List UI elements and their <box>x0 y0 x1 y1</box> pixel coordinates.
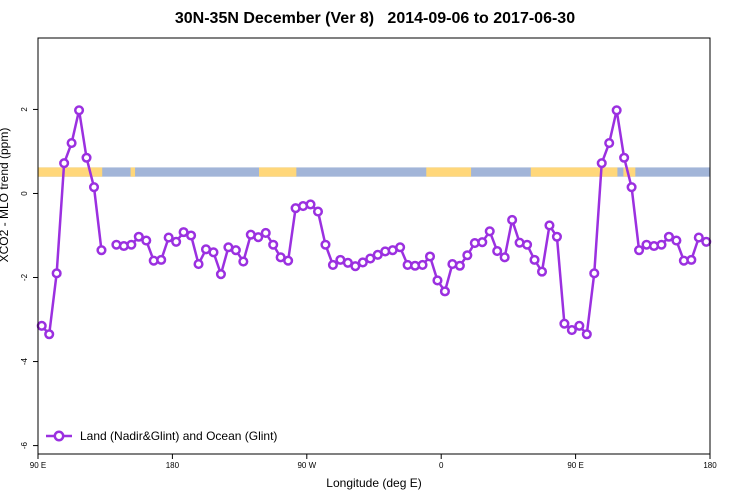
data-point <box>596 158 607 169</box>
data-point <box>133 231 144 242</box>
data-point <box>536 266 548 277</box>
data-point <box>74 105 85 116</box>
data-point <box>59 158 70 169</box>
data-point <box>51 268 62 279</box>
data-point <box>88 182 100 193</box>
data-point <box>529 254 540 265</box>
data-point <box>544 220 555 231</box>
data-point <box>626 182 637 193</box>
data-point <box>126 239 137 250</box>
legend-entry-label: Land (Nadir&Glint) and Ocean (Glint) <box>80 429 278 443</box>
data-point <box>589 268 600 279</box>
data-point <box>581 329 592 340</box>
y-tick-label: 0 <box>20 191 29 196</box>
chart-title: 30N-35N December (Ver 8) 2014-09-06 to 2… <box>174 10 576 27</box>
x-tick-label: 180 <box>166 461 180 470</box>
data-point <box>156 254 167 265</box>
x-axis-title: Longitude (deg E) <box>326 476 422 490</box>
land-segment <box>259 167 297 177</box>
data-point <box>439 286 450 297</box>
data-point <box>215 269 226 280</box>
data-point <box>634 245 645 256</box>
data-point <box>365 253 376 264</box>
y-tick-label: -6 <box>20 441 29 449</box>
data-point <box>357 257 368 268</box>
data-point <box>395 242 406 253</box>
data-point <box>656 239 667 250</box>
data-point <box>551 231 562 242</box>
series-line <box>116 109 707 336</box>
data-point <box>462 250 473 261</box>
data-point <box>193 259 204 270</box>
data-point <box>260 227 271 239</box>
data-point <box>663 231 674 242</box>
legend: Land (Nadir&Glint) and Ocean (Glint) <box>44 427 277 445</box>
data-point <box>320 239 331 250</box>
x-tick-label: 90 E <box>30 461 46 470</box>
data-point <box>619 152 630 163</box>
data-point <box>253 232 264 243</box>
data-point <box>327 259 338 270</box>
data-point <box>611 105 622 116</box>
data-point <box>492 245 503 257</box>
data-point <box>208 247 219 258</box>
data-point <box>66 138 77 149</box>
data-point <box>230 245 241 256</box>
data-point <box>350 261 361 272</box>
y-tick-label: -4 <box>20 357 29 365</box>
legend-swatch-marker <box>53 430 65 442</box>
land-segment <box>426 167 472 177</box>
land-ocean-band <box>38 167 710 177</box>
data-point <box>424 251 436 262</box>
x-tick-label: 90 E <box>567 461 583 470</box>
data-point <box>566 324 577 336</box>
data-point <box>574 320 585 331</box>
x-tick-label: 90 W <box>297 461 316 470</box>
data-point <box>312 206 324 217</box>
land-segment <box>530 167 618 177</box>
data-point <box>186 230 197 241</box>
y-tick-label: 2 <box>20 107 29 112</box>
data-point <box>484 226 495 237</box>
ocean-band <box>38 167 710 177</box>
x-tick-label: 180 <box>703 461 717 470</box>
data-point <box>604 138 615 149</box>
land-segment <box>130 167 136 177</box>
data-point <box>686 254 697 265</box>
data-point <box>141 235 152 246</box>
data-point <box>507 214 518 225</box>
data-point <box>432 275 443 286</box>
data-point <box>701 236 712 247</box>
data-point <box>559 318 570 329</box>
data-point <box>238 256 249 267</box>
plot-frame <box>37 37 711 455</box>
x-tick-label: 0 <box>439 461 444 470</box>
data-point <box>268 239 279 250</box>
data-point <box>44 329 55 340</box>
data-point <box>671 235 682 246</box>
series-layer <box>36 105 712 340</box>
y-axis-title-text: XCO2 - MLO trend (ppm) <box>0 127 11 263</box>
data-point <box>171 236 182 247</box>
y-axis: 2 0 -2 -4 -6 <box>20 107 38 449</box>
land-segment <box>38 167 103 177</box>
x-axis: 90 E 180 90 W 0 90 E 180 <box>30 454 717 470</box>
legend-swatch <box>46 430 72 442</box>
data-point <box>693 232 704 243</box>
data-point <box>96 245 107 256</box>
data-point <box>499 252 510 263</box>
y-tick-label: -2 <box>20 273 29 281</box>
data-point <box>305 199 316 210</box>
data-point <box>477 237 488 248</box>
data-point <box>522 239 533 250</box>
data-point <box>163 232 174 243</box>
data-point <box>417 259 428 270</box>
land-segment <box>623 167 636 177</box>
data-point <box>81 152 92 163</box>
data-point <box>454 260 465 271</box>
data-point <box>283 255 294 266</box>
data-point <box>36 320 47 331</box>
